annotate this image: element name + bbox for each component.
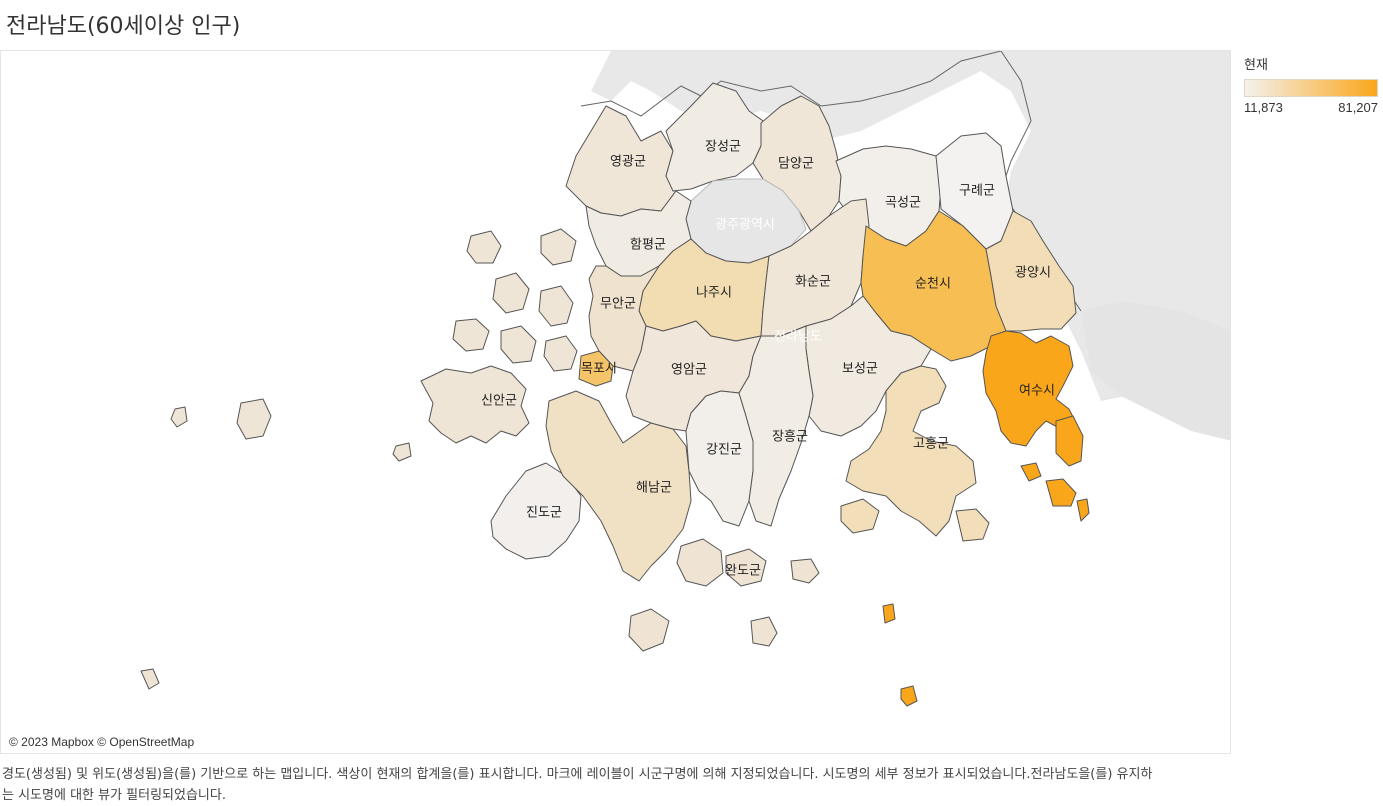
page-title: 전라남도(60세이상 인구) [6, 14, 241, 39]
region-shape[interactable] [685, 390, 754, 527]
region-shape[interactable] [545, 390, 692, 582]
region-label-장흥군: 장흥군 [772, 430, 808, 445]
legend-max-value: 81,207 [1338, 100, 1378, 115]
region-label-화순군: 화순군 [795, 275, 831, 290]
province-background-label: 전라남도 [774, 330, 822, 345]
basemap-land-east [1081, 301, 1230, 441]
region-장흥군[interactable] [738, 325, 814, 527]
region-shape[interactable] [1076, 498, 1090, 522]
region-진도군[interactable] [490, 462, 582, 560]
legend-gradient-bar [1244, 79, 1378, 97]
region-label-신안군: 신안군 [481, 394, 517, 409]
region-label-해남군: 해남군 [636, 481, 672, 496]
region-shape[interactable] [750, 616, 778, 647]
region-목포시[interactable] [578, 350, 614, 387]
region-label-영암군: 영암군 [671, 363, 707, 378]
region-label-순천시: 순천시 [915, 277, 951, 292]
region-완도군[interactable] [140, 538, 820, 690]
region-여수시[interactable] [882, 330, 1090, 707]
region-label-진도군: 진도군 [526, 506, 562, 521]
region-label-무안군: 무안군 [600, 297, 636, 312]
region-label-구례군: 구례군 [959, 184, 995, 199]
region-shape[interactable] [466, 230, 502, 264]
region-label-담양군: 담양군 [778, 157, 814, 172]
region-shape[interactable] [543, 335, 578, 372]
region-shape[interactable] [538, 285, 574, 327]
region-shape[interactable] [170, 406, 188, 428]
gwangju-label: 광주광역시 [715, 218, 775, 233]
region-신안군[interactable] [170, 228, 578, 462]
region-shape[interactable] [492, 272, 530, 314]
region-shape[interactable] [1045, 478, 1077, 507]
region-label-여수시: 여수시 [1019, 384, 1055, 399]
map-caption: 경도(생성됨) 및 위도(생성됨)을(를) 기반으로 하는 맵입니다. 색상이 … [2, 767, 1153, 803]
region-shape[interactable] [840, 498, 880, 534]
region-광양시[interactable] [985, 210, 1077, 332]
region-shape[interactable] [578, 350, 614, 387]
legend-values: 11,873 81,207 [1244, 100, 1378, 115]
legend-min-value: 11,873 [1244, 100, 1283, 115]
region-shape[interactable] [676, 538, 724, 587]
region-shape[interactable] [1020, 462, 1042, 482]
region-label-함평군: 함평군 [630, 238, 666, 253]
region-shape[interactable] [540, 228, 577, 266]
region-shape[interactable] [955, 508, 990, 542]
region-label-장성군: 장성군 [705, 140, 741, 155]
region-담양군[interactable] [752, 95, 842, 232]
map-view[interactable]: 영광군 장성군 담양군 곡성군 구례군 함평군 광주광역시 화순군 순천시 광양… [0, 50, 1231, 754]
region-shape[interactable] [882, 603, 896, 624]
legend-title: 현재 [1244, 58, 1268, 73]
region-label-목포시: 목포시 [581, 362, 617, 377]
map-attribution[interactable]: © 2023 Mapbox © OpenStreetMap [9, 735, 195, 749]
region-shape[interactable] [1055, 415, 1084, 467]
region-label-강진군: 강진군 [706, 443, 742, 458]
region-shape[interactable] [628, 608, 670, 652]
region-label-곡성군: 곡성군 [885, 196, 921, 211]
region-shape[interactable] [500, 325, 537, 364]
region-shape[interactable] [420, 365, 530, 444]
region-shape[interactable] [985, 210, 1077, 332]
region-shape[interactable] [725, 548, 767, 587]
region-shape[interactable] [900, 685, 918, 707]
region-고흥군[interactable] [840, 365, 990, 542]
color-legend: 현재 11,873 81,207 [1244, 54, 1380, 115]
region-shape[interactable] [738, 325, 814, 527]
region-label-광양시: 광양시 [1015, 266, 1051, 281]
region-강진군[interactable] [685, 390, 754, 527]
region-label-영광군: 영광군 [610, 155, 646, 170]
region-shape[interactable] [452, 318, 490, 352]
region-shape[interactable] [845, 365, 977, 537]
region-shape[interactable] [392, 442, 412, 462]
region-shape[interactable] [752, 95, 842, 232]
map-canvas[interactable]: 영광군 장성군 담양군 곡성군 구례군 함평군 광주광역시 화순군 순천시 광양… [1, 51, 1231, 754]
region-label-나주시: 나주시 [696, 286, 732, 301]
region-shape[interactable] [140, 668, 160, 690]
region-label-완도군: 완도군 [725, 564, 761, 579]
region-label-고흥군: 고흥군 [913, 437, 949, 452]
region-label-보성군: 보성군 [842, 362, 878, 377]
region-shape[interactable] [490, 462, 582, 560]
region-해남군[interactable] [545, 390, 692, 582]
region-shape[interactable] [236, 398, 272, 440]
region-shape[interactable] [790, 558, 820, 584]
